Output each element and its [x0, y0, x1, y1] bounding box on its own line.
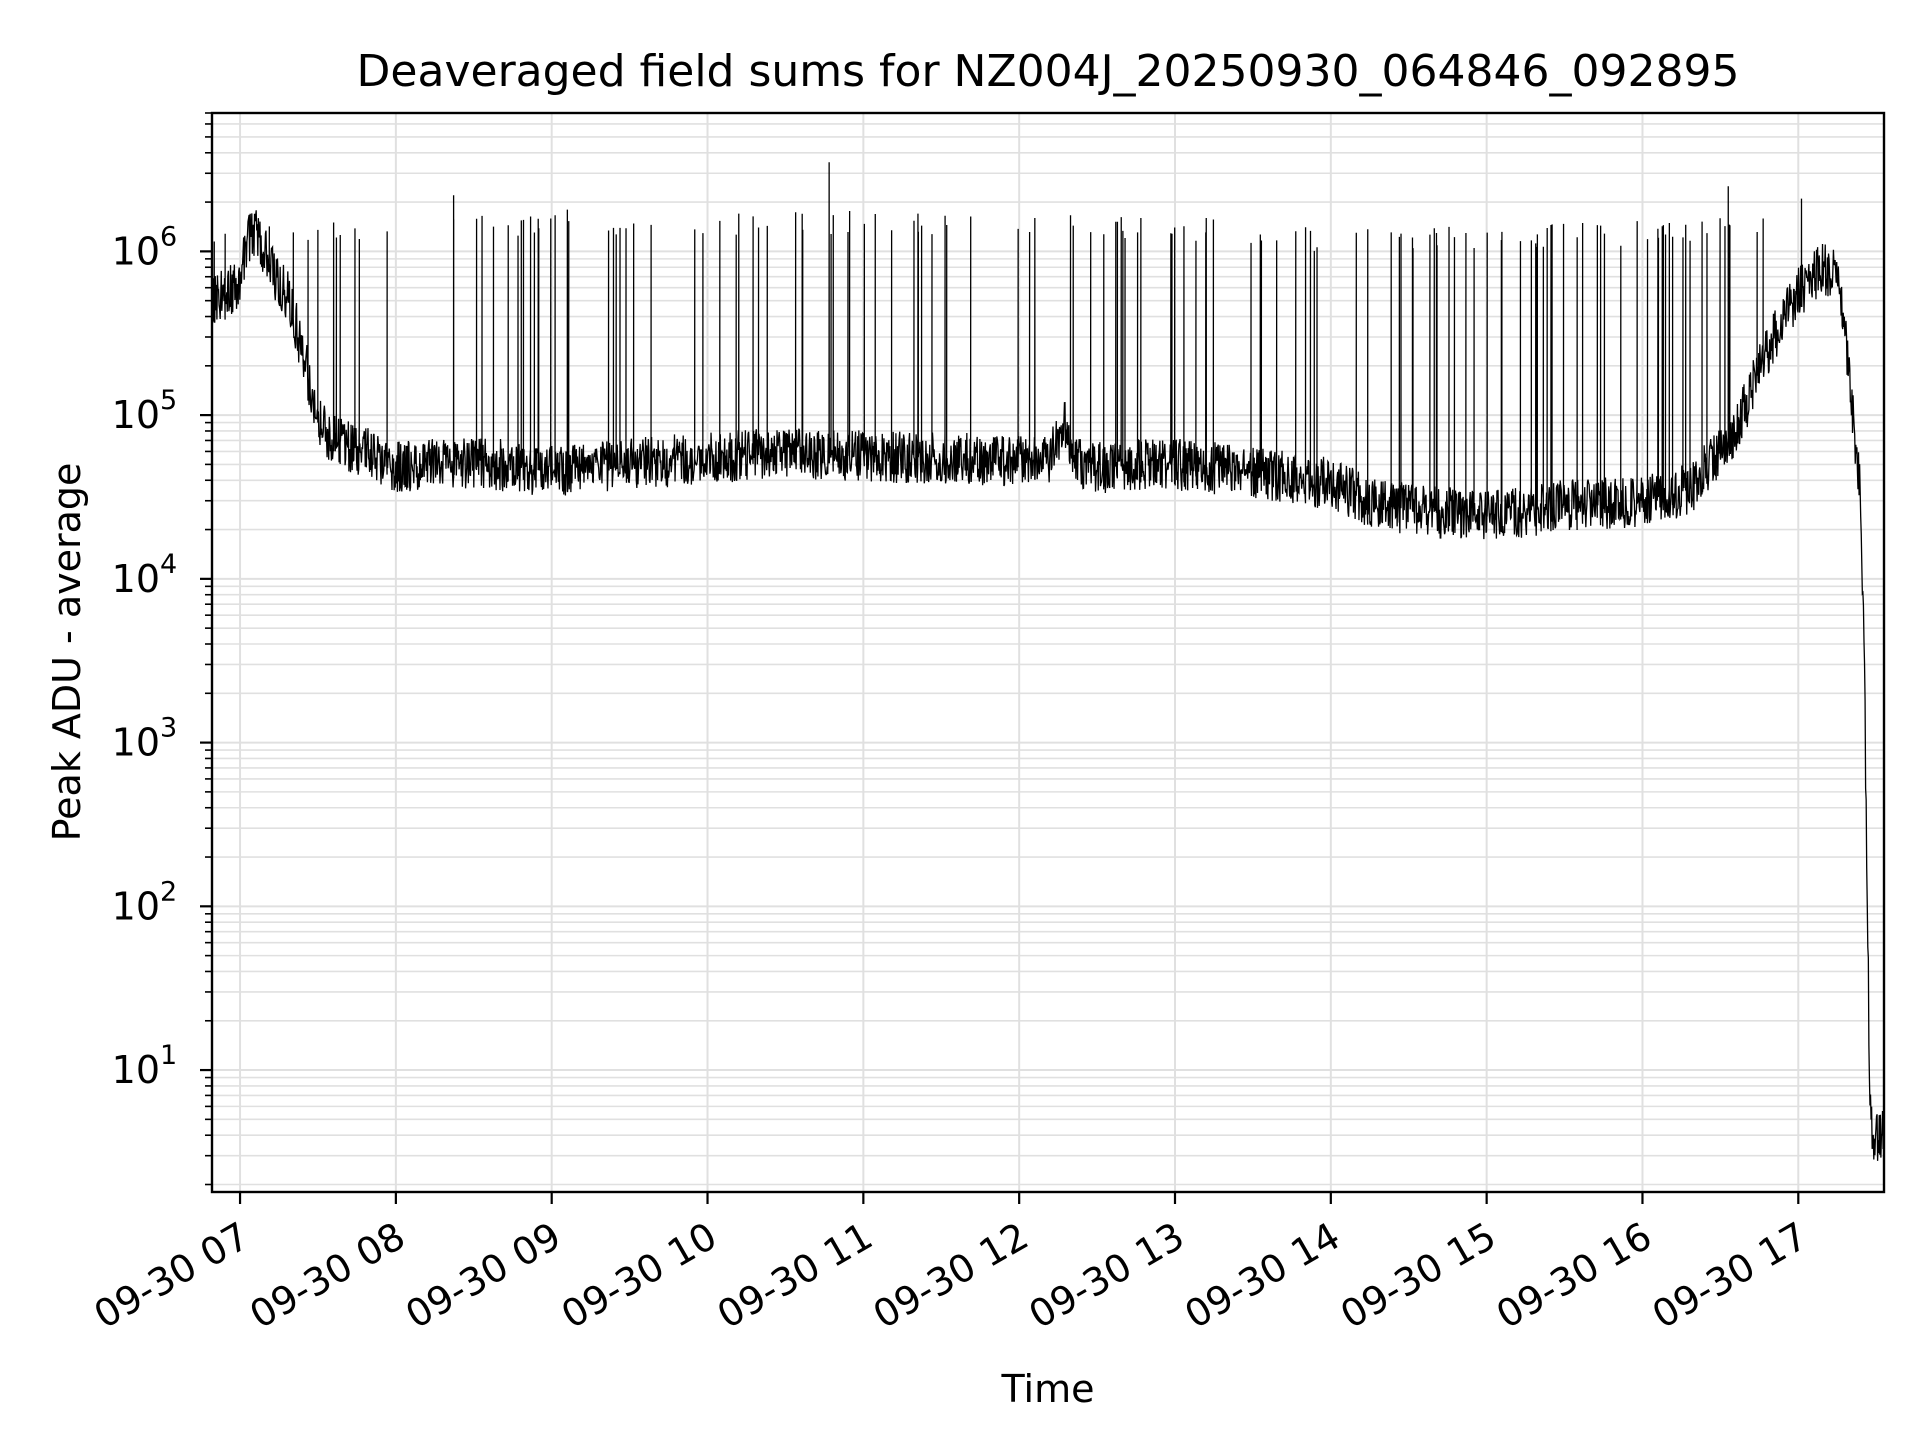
y-tick-label: 10 — [112, 1048, 160, 1092]
y-tick-exponent: 5 — [160, 385, 177, 416]
y-tick-base: 10 — [112, 393, 160, 437]
y-axis-label: Peak ADU - average — [45, 463, 89, 842]
y-tick-label: 10 — [112, 884, 160, 928]
y-tick-label: 10 — [112, 557, 160, 601]
x-axis-label: Time — [1001, 1367, 1095, 1411]
y-tick-base: 10 — [112, 557, 160, 601]
y-tick-base: 10 — [112, 721, 160, 765]
y-tick-base: 10 — [112, 229, 160, 273]
y-tick-label: 10 — [112, 721, 160, 765]
y-tick-exponent: 4 — [160, 549, 177, 580]
y-tick-base: 10 — [112, 884, 160, 928]
y-tick-label: 10 — [112, 393, 160, 437]
series-line-peak-adu — [211, 162, 1885, 1161]
plot-frame — [210, 111, 1886, 1194]
chart-title: Deaveraged field sums for NZ004J_2025093… — [357, 46, 1740, 97]
y-tick-exponent: 2 — [160, 876, 177, 907]
data-layer — [211, 162, 1885, 1161]
y-tick-exponent: 6 — [160, 221, 177, 252]
y-tick-base: 10 — [112, 1048, 160, 1092]
y-tick-exponent: 1 — [160, 1040, 177, 1071]
y-tick-exponent: 3 — [160, 713, 177, 744]
y-tick-label: 10 — [112, 229, 160, 273]
